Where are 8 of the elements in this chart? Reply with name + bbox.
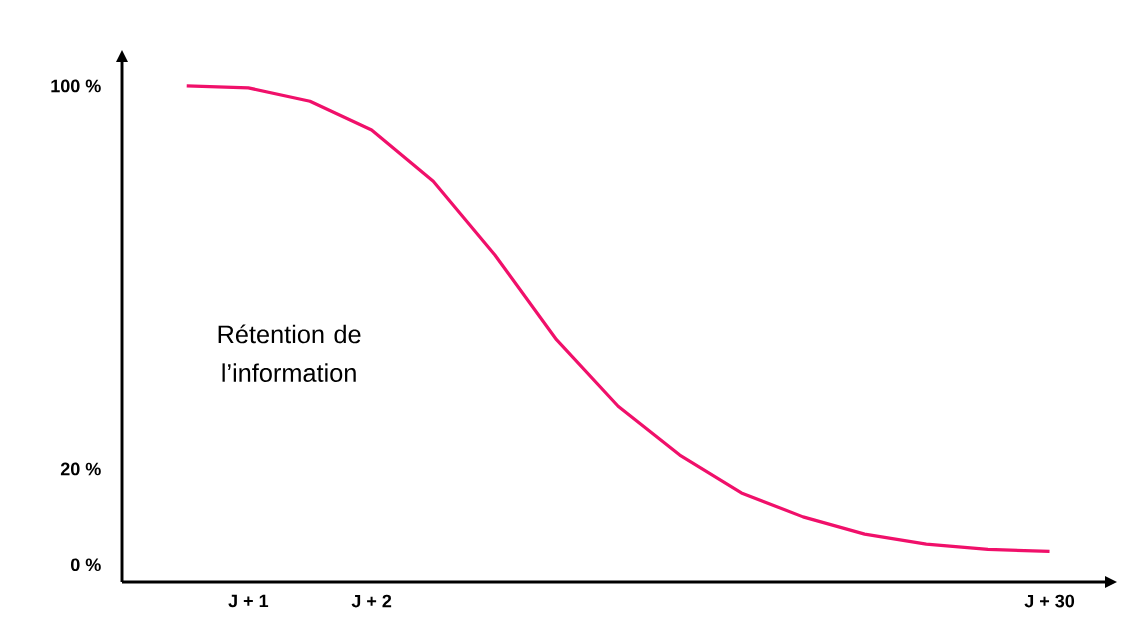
x-tick-label: J + 30 bbox=[1024, 594, 1075, 608]
y-tick-label: 20 % bbox=[60, 462, 101, 476]
x-tick-label: J + 2 bbox=[351, 594, 392, 608]
y-tick-label: 0 % bbox=[70, 558, 101, 572]
x-tick-label: J + 1 bbox=[228, 594, 269, 608]
annotation: Rétention de l’information bbox=[218, 324, 361, 382]
line-series bbox=[185, 84, 1052, 553]
y-tick-label: 100 % bbox=[51, 79, 101, 93]
